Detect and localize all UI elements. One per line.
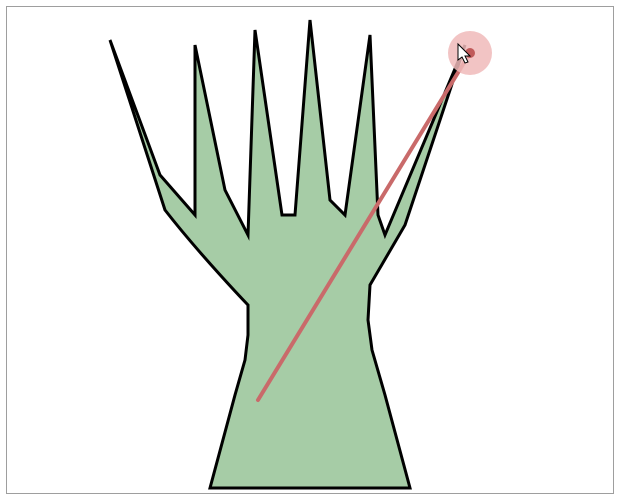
plant-shape[interactable] — [110, 20, 465, 488]
vector-stage[interactable] — [0, 0, 620, 500]
drawing-canvas[interactable] — [6, 6, 614, 494]
